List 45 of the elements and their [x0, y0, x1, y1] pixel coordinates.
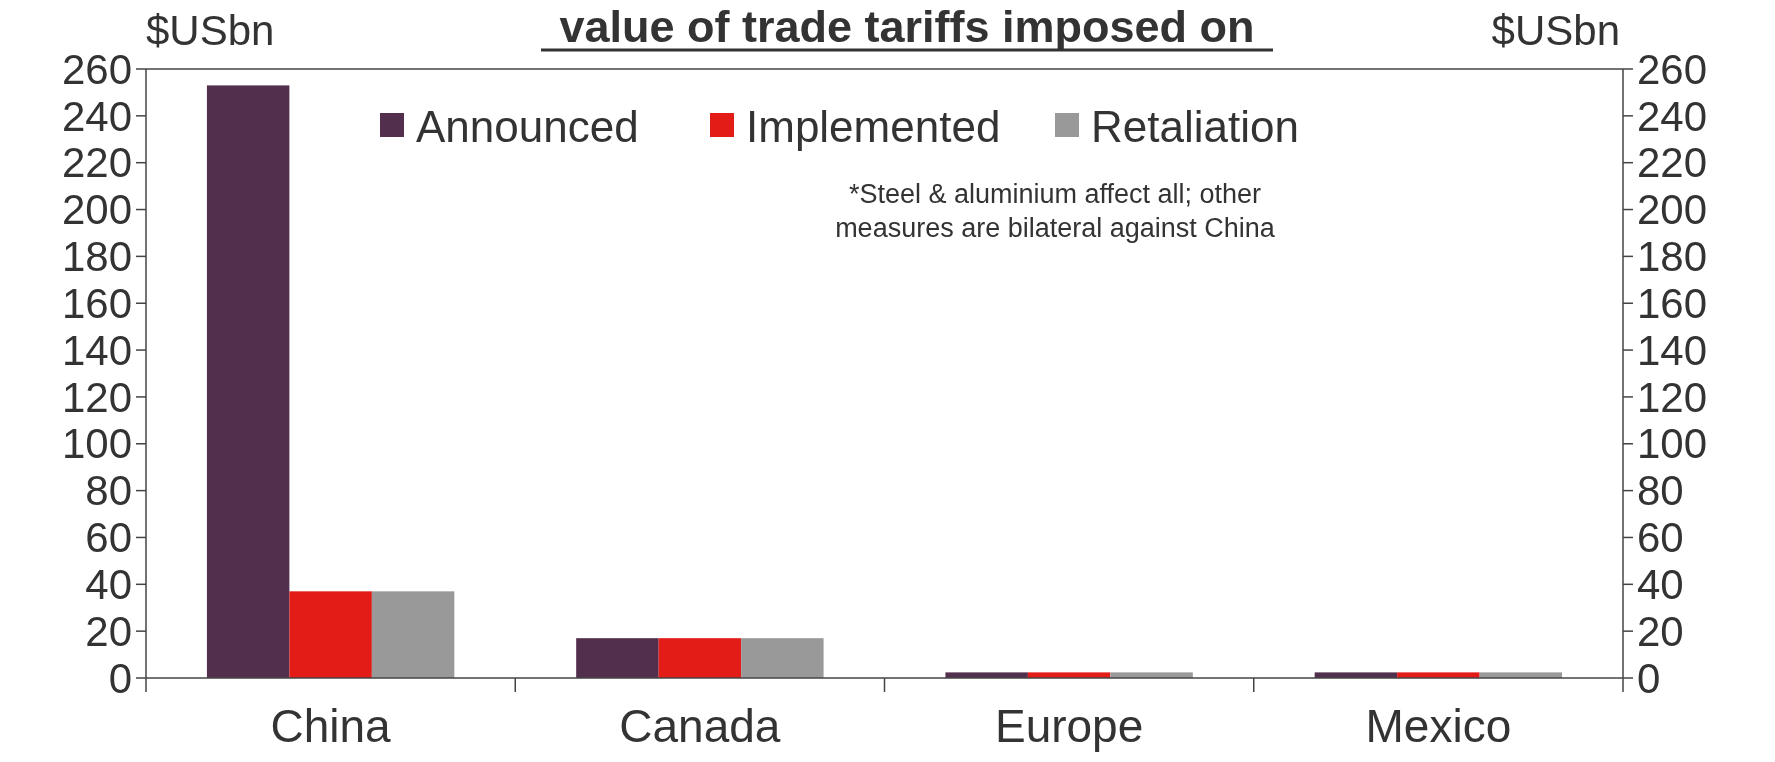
chart-title: value of trade tariffs imposed on: [559, 1, 1255, 52]
y2-tick-label: 160: [1637, 279, 1708, 327]
y-tick-label: 260: [61, 45, 132, 93]
x-tick-label: Europe: [994, 700, 1144, 752]
y2-tick-label: 260: [1637, 45, 1708, 93]
y2-tick-label: 0: [1637, 654, 1661, 702]
y-axis-title: $USbn: [146, 7, 275, 54]
y-tick-label: 140: [61, 326, 132, 374]
bar: [289, 591, 372, 678]
y2-tick-label: 240: [1637, 92, 1708, 140]
x-tick-label: China: [270, 700, 392, 752]
y-tick-label: 180: [61, 233, 132, 281]
legend-label: Retaliation: [1091, 102, 1299, 152]
legend-label: Announced: [416, 102, 639, 152]
y-tick-label: 100: [61, 420, 132, 468]
y-tick-label: 80: [85, 467, 132, 515]
x-tick-label: Mexico: [1365, 700, 1512, 752]
y-tick-label: 160: [61, 279, 132, 327]
y2-tick-label: 60: [1637, 514, 1684, 562]
y-tick-label: 220: [61, 139, 132, 187]
bar: [371, 591, 455, 678]
y2-tick-label: 40: [1637, 561, 1684, 609]
bar: [658, 638, 742, 678]
annotation: *Steel & aluminium affect all; other measures are bilateral against China: [835, 179, 1276, 243]
bar: [576, 638, 659, 678]
y-tick-label: 60: [85, 514, 132, 562]
legend-label: Implemented: [746, 102, 1001, 152]
y-tick-label: 240: [61, 92, 132, 140]
y2-tick-label: 120: [1637, 373, 1708, 421]
bar: [206, 85, 290, 678]
y2-tick-label: 20: [1637, 607, 1684, 655]
x-tick-label: Canada: [619, 700, 781, 752]
y-tick-label: 0: [108, 654, 132, 702]
y2-tick-label: 80: [1637, 467, 1684, 515]
y2-tick-label: 220: [1637, 139, 1708, 187]
y-tick-label: 120: [61, 373, 132, 421]
y2-tick-label: 200: [1637, 186, 1708, 234]
y2-tick-label: 140: [1637, 326, 1708, 374]
y-tick-label: 40: [85, 561, 132, 609]
y2-tick-label: 180: [1637, 233, 1708, 281]
y-tick-label: 200: [61, 186, 132, 234]
y2-axis-title: $USbn: [1491, 7, 1620, 54]
bar: [741, 638, 824, 678]
y2-tick-label: 100: [1637, 420, 1708, 468]
y-tick-label: 20: [85, 607, 132, 655]
